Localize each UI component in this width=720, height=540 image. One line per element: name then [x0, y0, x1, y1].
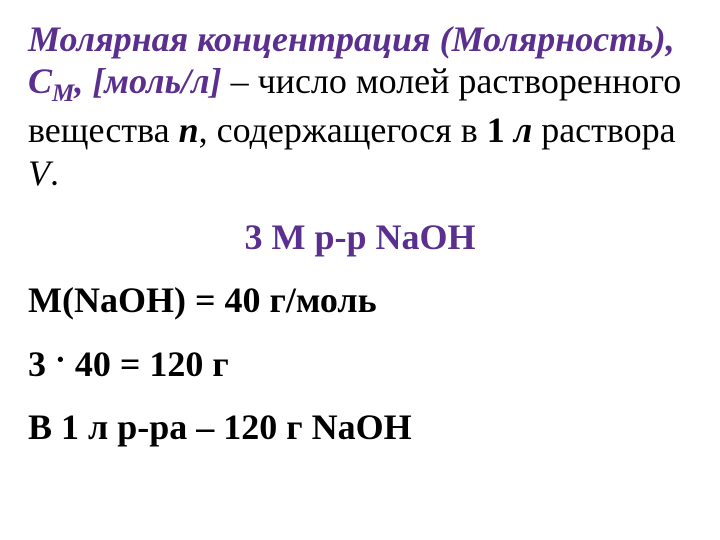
mult-a: 3 [28, 344, 55, 384]
calc-line-1: М(NaOH) = 40 г/моль [28, 280, 692, 321]
dot-icon: · [55, 342, 66, 378]
period: . [50, 153, 59, 193]
body-3: раствора [532, 110, 675, 150]
var-n: n [179, 110, 199, 150]
calc-line-3: В 1 л р-ра – 120 г NaOH [28, 407, 692, 448]
litre: л [514, 110, 532, 150]
mult-b: 40 = 120 г [66, 344, 229, 384]
molar-mass-label: М(NaOH) [28, 280, 186, 320]
body-2: , содержащегося в [199, 110, 487, 150]
one: 1 [487, 110, 514, 150]
example-line: 3 М р-р NaOH [28, 216, 692, 258]
calc-line-2: 3 · 40 = 120 г [28, 344, 692, 385]
term-tail: , [моль/л] [74, 61, 221, 101]
var-v: V [28, 153, 50, 193]
dash: – [222, 61, 258, 101]
term-subscript: М [52, 81, 74, 108]
molar-mass-value: = 40 г/моль [186, 280, 377, 320]
definition-paragraph: Молярная концентрация (Молярность), СМ, … [28, 18, 692, 194]
